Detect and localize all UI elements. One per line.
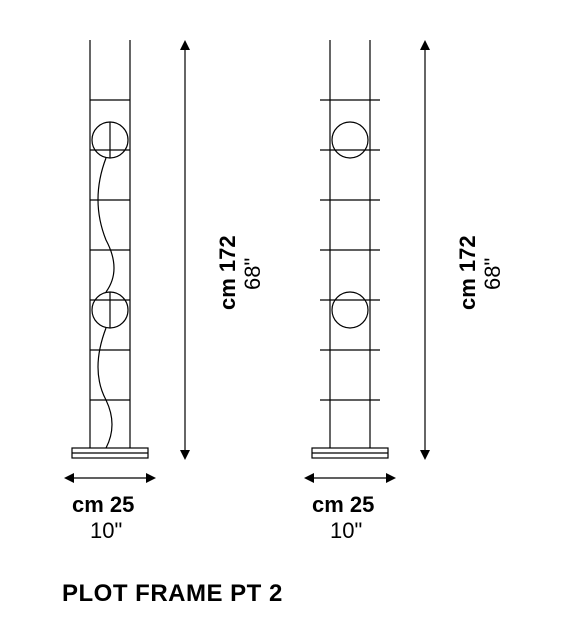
height-in-front: 68"	[240, 258, 266, 290]
width-cm-side: cm 25	[312, 492, 374, 518]
height-in-side: 68"	[480, 258, 506, 290]
lamp-front-view	[60, 40, 180, 480]
height-arrow-front	[175, 40, 215, 460]
height-cm-side: cm 172	[455, 235, 481, 310]
lamp-side-view	[300, 40, 420, 480]
width-arrow-front	[64, 468, 156, 488]
diagram-container: cm 172 68" cm 172 68" cm 25 10" cm 25 10…	[0, 0, 574, 642]
height-cm-front: cm 172	[215, 235, 241, 310]
width-cm-front: cm 25	[72, 492, 134, 518]
height-arrow-side	[415, 40, 455, 460]
width-arrow-side	[304, 468, 396, 488]
width-in-front: 10"	[90, 518, 122, 544]
width-in-side: 10"	[330, 518, 362, 544]
diagram-title: PLOT FRAME PT 2	[62, 580, 283, 608]
